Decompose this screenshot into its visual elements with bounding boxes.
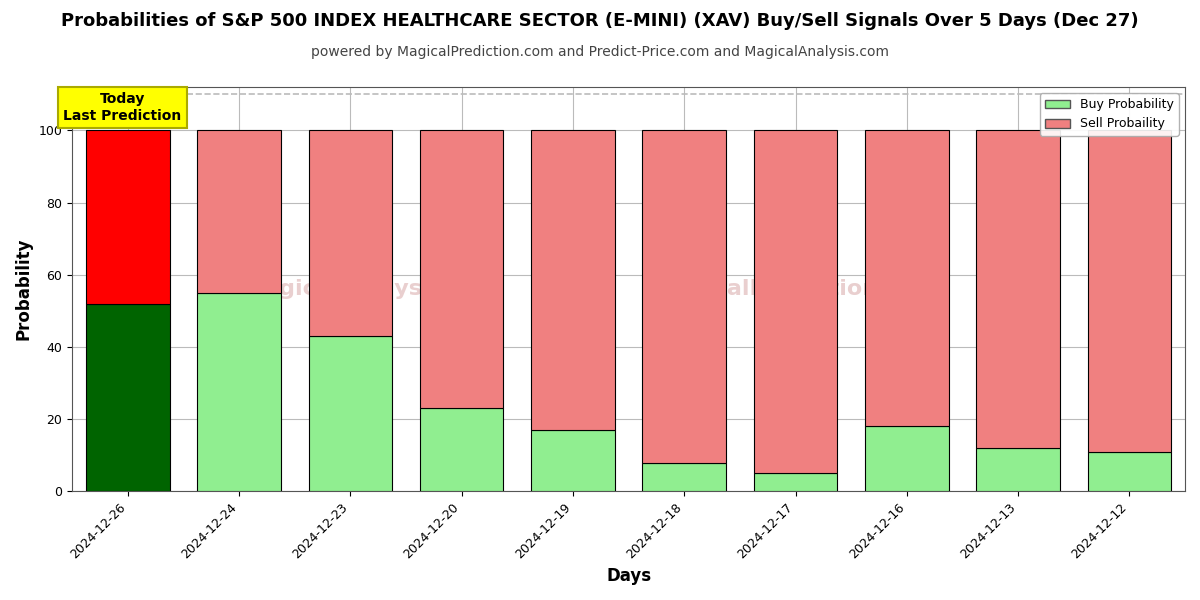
X-axis label: Days: Days bbox=[606, 567, 652, 585]
Bar bbox=[420, 130, 503, 409]
Bar bbox=[308, 336, 392, 491]
Bar bbox=[1087, 130, 1171, 452]
Text: powered by MagicalPrediction.com and Predict-Price.com and MagicalAnalysis.com: powered by MagicalPrediction.com and Pre… bbox=[311, 45, 889, 59]
Bar bbox=[532, 130, 614, 430]
Text: Today
Last Prediction: Today Last Prediction bbox=[64, 92, 181, 122]
Text: MagicalAnalysis.com: MagicalAnalysis.com bbox=[242, 279, 503, 299]
Y-axis label: Probability: Probability bbox=[16, 238, 34, 340]
Bar bbox=[197, 293, 281, 491]
Bar bbox=[977, 130, 1060, 448]
Bar bbox=[865, 427, 948, 491]
Bar bbox=[754, 473, 838, 491]
Bar bbox=[754, 130, 838, 473]
Bar bbox=[532, 430, 614, 491]
Bar bbox=[1087, 452, 1171, 491]
Text: MagicalPrediction.com: MagicalPrediction.com bbox=[653, 279, 938, 299]
Text: Probabilities of S&P 500 INDEX HEALTHCARE SECTOR (E-MINI) (XAV) Buy/Sell Signals: Probabilities of S&P 500 INDEX HEALTHCAR… bbox=[61, 12, 1139, 30]
Bar bbox=[86, 130, 169, 304]
Bar bbox=[642, 463, 726, 491]
Bar bbox=[308, 130, 392, 336]
Bar bbox=[197, 130, 281, 293]
Bar bbox=[86, 304, 169, 491]
Bar bbox=[420, 409, 503, 491]
Legend: Buy Probability, Sell Probaility: Buy Probability, Sell Probaility bbox=[1040, 93, 1178, 136]
Bar bbox=[977, 448, 1060, 491]
Bar bbox=[865, 130, 948, 427]
Bar bbox=[642, 130, 726, 463]
